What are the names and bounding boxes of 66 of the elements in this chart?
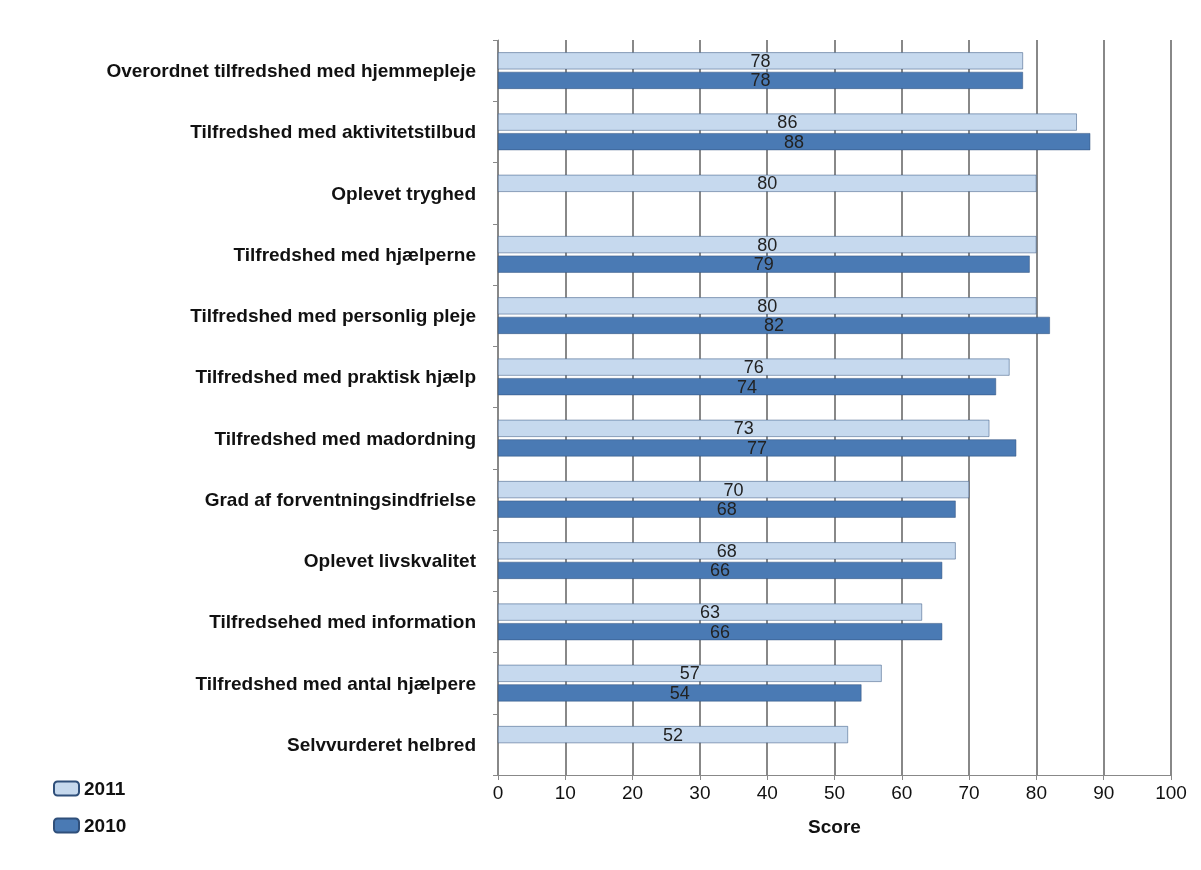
bar (498, 561, 943, 579)
x-axis-title: Score (808, 816, 861, 837)
data-label: 74 (736, 376, 758, 397)
bar (498, 684, 862, 702)
data-label: 82 (763, 315, 784, 336)
y-tick-label: Grad af forventningsindfrielse (204, 488, 476, 510)
data-label: 68 (716, 499, 737, 520)
data-label: 66 (710, 560, 731, 581)
data-label: 68 (716, 540, 737, 561)
legend-label: 2010 (84, 815, 127, 836)
x-tick-label: 20 (622, 782, 644, 803)
y-tick-label: Oplevet livskvalitet (303, 550, 477, 572)
bar (498, 297, 1037, 315)
data-label: 78 (750, 70, 771, 91)
y-tick-label: Tilfredshed med antal hjælpere (195, 672, 476, 694)
data-label: 52 (662, 724, 683, 745)
bar (498, 52, 1023, 70)
data-label: 78 (750, 50, 771, 71)
x-tick-label: 10 (554, 782, 576, 803)
data-label: 88 (784, 131, 805, 152)
y-tick-label: Tilfredshed med hjælperne (233, 243, 476, 265)
bar (498, 174, 1037, 192)
data-label: 73 (733, 418, 754, 439)
bar (498, 316, 1050, 334)
bar (498, 664, 882, 682)
bar (498, 439, 1017, 457)
x-tick-label: 100 (1155, 782, 1187, 803)
y-tick-label: Oplevet tryghed (331, 182, 476, 204)
y-tick-label: Tilfredshed med aktivitetstilbud (190, 121, 476, 143)
x-tick-label: 40 (756, 782, 778, 803)
x-tick-label: 70 (958, 782, 980, 803)
x-tick-label: 0 (492, 782, 504, 803)
bar (498, 71, 1023, 89)
y-tick-label: Selvvurderet helbred (286, 733, 476, 755)
data-label: 80 (757, 173, 778, 194)
bar (498, 623, 943, 641)
data-label: 76 (743, 357, 764, 378)
x-tick-label: 90 (1093, 782, 1115, 803)
data-label: 54 (669, 682, 690, 703)
bar (498, 378, 997, 396)
data-label: 70 (723, 479, 744, 500)
x-tick-label: 30 (689, 782, 711, 803)
bar (498, 603, 922, 621)
data-label: 57 (679, 663, 700, 684)
data-label: 66 (710, 621, 731, 642)
data-label: 63 (699, 602, 721, 623)
bar (498, 542, 956, 560)
x-tick-label: 50 (823, 782, 846, 803)
y-tick-label: Tilfredsehed med information (209, 611, 476, 633)
y-tick-label: Tilfredshed med madordning (214, 427, 476, 449)
legend-label: 2011 (84, 778, 126, 799)
bar (498, 133, 1091, 151)
data-label: 79 (753, 254, 774, 275)
bar (498, 419, 990, 437)
x-tick-label: 60 (891, 782, 913, 803)
data-label: 86 (777, 112, 798, 133)
x-tick-label: 80 (1025, 782, 1047, 803)
data-label: 80 (757, 234, 778, 255)
bar (498, 358, 1010, 376)
y-tick-label: Tilfredshed med praktisk hjælp (195, 366, 476, 388)
y-tick-label: Overordnet tilfredshed med hjemmepleje (106, 60, 476, 82)
bar (498, 113, 1077, 131)
data-label: 80 (757, 295, 778, 316)
data-label: 77 (747, 437, 768, 458)
y-tick-label: Tilfredshed med personlig pleje (190, 305, 476, 327)
bar (498, 726, 848, 744)
